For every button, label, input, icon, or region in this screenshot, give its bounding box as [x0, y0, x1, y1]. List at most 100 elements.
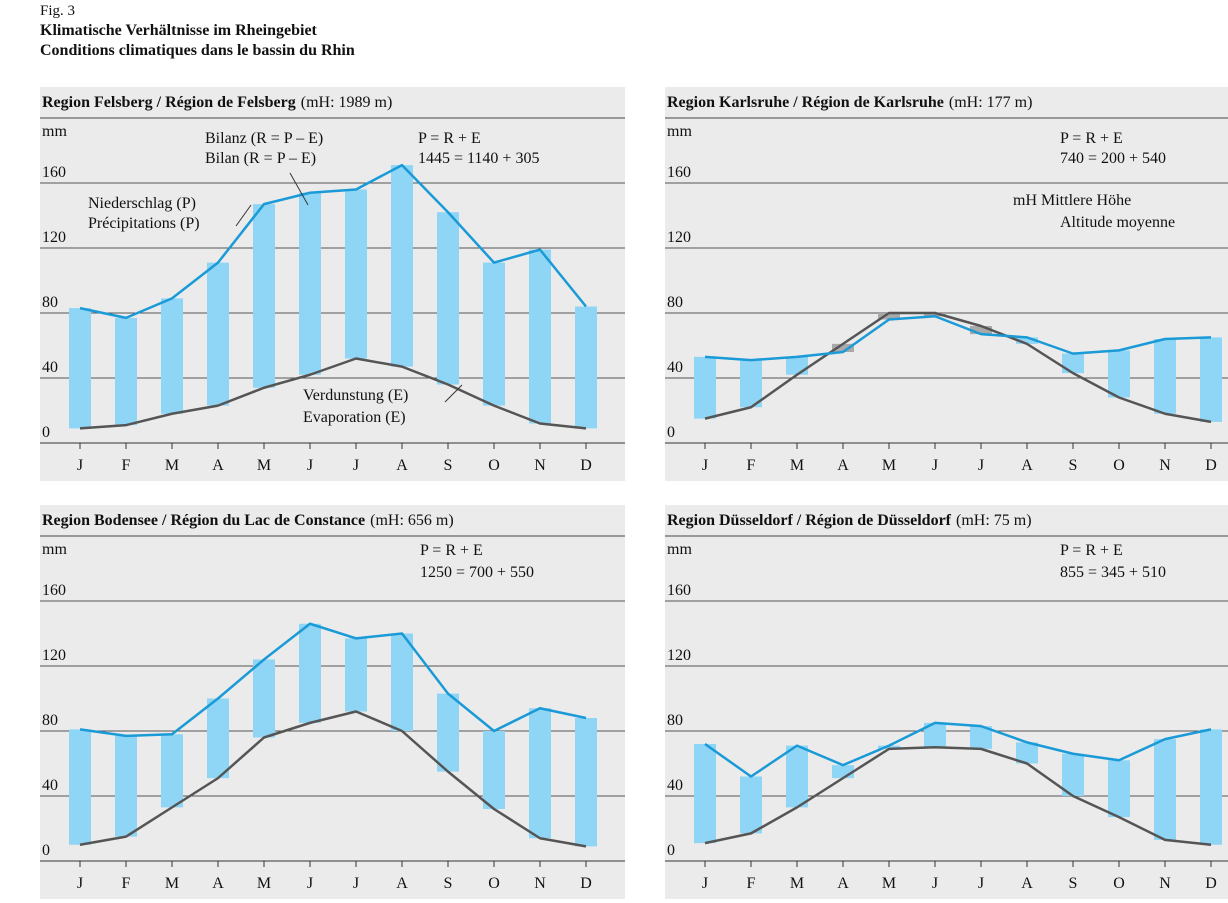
balance-bar [970, 326, 992, 335]
y-tick-label: 160 [42, 582, 66, 599]
balance-bar [1200, 337, 1222, 422]
balance-bar [115, 317, 137, 426]
balance-bar [694, 356, 716, 419]
balance-bar [161, 298, 183, 414]
y-tick-label: 40 [42, 359, 58, 376]
y-tick-label: 120 [42, 229, 66, 246]
x-tick-label: J [702, 457, 708, 474]
x-tick-label: S [1069, 457, 1078, 474]
x-tick-label: J [702, 875, 708, 892]
panel-background [665, 87, 1228, 481]
x-tick-label: J [307, 457, 313, 474]
balance-bar [1108, 760, 1130, 818]
annotation: P = R + E [1060, 542, 1123, 559]
balance-bar [878, 745, 900, 749]
panel-background [40, 87, 625, 481]
balance-bar [970, 726, 992, 749]
x-tick-label: M [257, 457, 271, 474]
evaporation-line [704, 746, 1212, 846]
balance-bar [391, 165, 413, 367]
balance-bar [437, 693, 459, 772]
balance-bar [1200, 729, 1222, 845]
x-tick-label: F [747, 457, 756, 474]
x-tick-label: M [882, 875, 896, 892]
x-tick-label: D [1205, 457, 1217, 474]
figure-subtitle: Conditions climatiques dans le bassin du… [40, 42, 355, 59]
balance-bar [786, 356, 808, 375]
x-tick-label: A [212, 875, 224, 892]
balance-bar [832, 765, 854, 779]
y-tick-label: 160 [42, 164, 66, 181]
x-tick-label: J [77, 457, 83, 474]
balance-bar [878, 313, 900, 320]
annotation: Verdunstung (E) [303, 387, 408, 404]
y-tick-label: 160 [667, 164, 691, 181]
panel-title-main: Region Felsberg / Région de Felsberg [42, 94, 296, 111]
balance-bar [740, 776, 762, 834]
x-tick-label: A [837, 875, 849, 892]
y-tick-label: 80 [667, 294, 683, 311]
y-axis-label: mm [667, 541, 692, 558]
y-tick-label: 80 [42, 294, 58, 311]
x-tick-label: M [882, 457, 896, 474]
balance-bar [391, 633, 413, 731]
panel-background [40, 505, 625, 899]
annotation: 1445 = 1140 + 305 [418, 150, 539, 167]
balance-bar [437, 212, 459, 385]
panel-title-sub: (mH: 656 m) [370, 512, 454, 529]
y-tick-label: 0 [42, 842, 50, 859]
x-tick-label: A [1021, 457, 1033, 474]
y-axis-label: mm [667, 123, 692, 140]
annotation: Niederschlag (P) [88, 195, 196, 212]
figure-title: Klimatische Verhältnisse im Rheingebiet [40, 22, 318, 39]
balance-bar [299, 192, 321, 375]
x-tick-label: O [1113, 875, 1125, 892]
panel-title: Region Düsseldorf / Région de Düsseldorf… [667, 512, 1032, 529]
x-tick-label: M [257, 875, 271, 892]
x-tick-label: D [1205, 875, 1217, 892]
y-tick-label: 120 [667, 229, 691, 246]
x-tick-label: D [580, 457, 592, 474]
x-tick-label: J [77, 875, 83, 892]
x-tick-label: A [396, 875, 408, 892]
balance-bar [1016, 742, 1038, 764]
x-tick-label: J [978, 875, 984, 892]
balance-bar [924, 722, 946, 748]
panel-title-main: Region Düsseldorf / Région de Düsseldorf [667, 512, 952, 529]
x-tick-label: J [932, 457, 938, 474]
panel-title: Region Felsberg / Région de Felsberg (mH:… [42, 94, 392, 111]
panel-title-main: Region Bodensee / Région du Lac de Const… [42, 512, 365, 529]
x-tick-label: J [932, 875, 938, 892]
leader-line [444, 384, 463, 403]
x-tick-label: M [790, 875, 804, 892]
balance-bar [207, 698, 229, 779]
x-tick-label: F [747, 875, 756, 892]
x-tick-label: O [1113, 457, 1125, 474]
panel-title-sub: (mH: 177 m) [949, 94, 1033, 111]
x-tick-label: S [1069, 875, 1078, 892]
balance-bar [1154, 339, 1176, 414]
y-tick-label: 40 [42, 777, 58, 794]
x-tick-label: A [1021, 875, 1033, 892]
x-tick-label: F [122, 875, 131, 892]
balance-bar [1016, 337, 1038, 344]
precipitation-line [704, 315, 1212, 362]
evaporation-line [704, 311, 1212, 424]
balance-bar [345, 638, 367, 712]
precipitation-line [704, 721, 1212, 778]
balance-bar [483, 731, 505, 809]
x-tick-label: M [165, 875, 179, 892]
x-tick-label: N [534, 875, 546, 892]
balance-bar [786, 745, 808, 808]
y-tick-label: 0 [667, 424, 675, 441]
annotation: Précipitations (P) [88, 215, 200, 232]
annotation: P = R + E [418, 130, 481, 147]
balance-bar [253, 659, 275, 738]
x-tick-label: A [837, 457, 849, 474]
y-axis-label: mm [42, 541, 67, 558]
y-tick-label: 120 [42, 647, 66, 664]
x-tick-label: J [353, 875, 359, 892]
panel-title: Region Bodensee / Région du Lac de Const… [42, 512, 454, 529]
annotation: mH Mittlere Höhe [1013, 192, 1131, 209]
